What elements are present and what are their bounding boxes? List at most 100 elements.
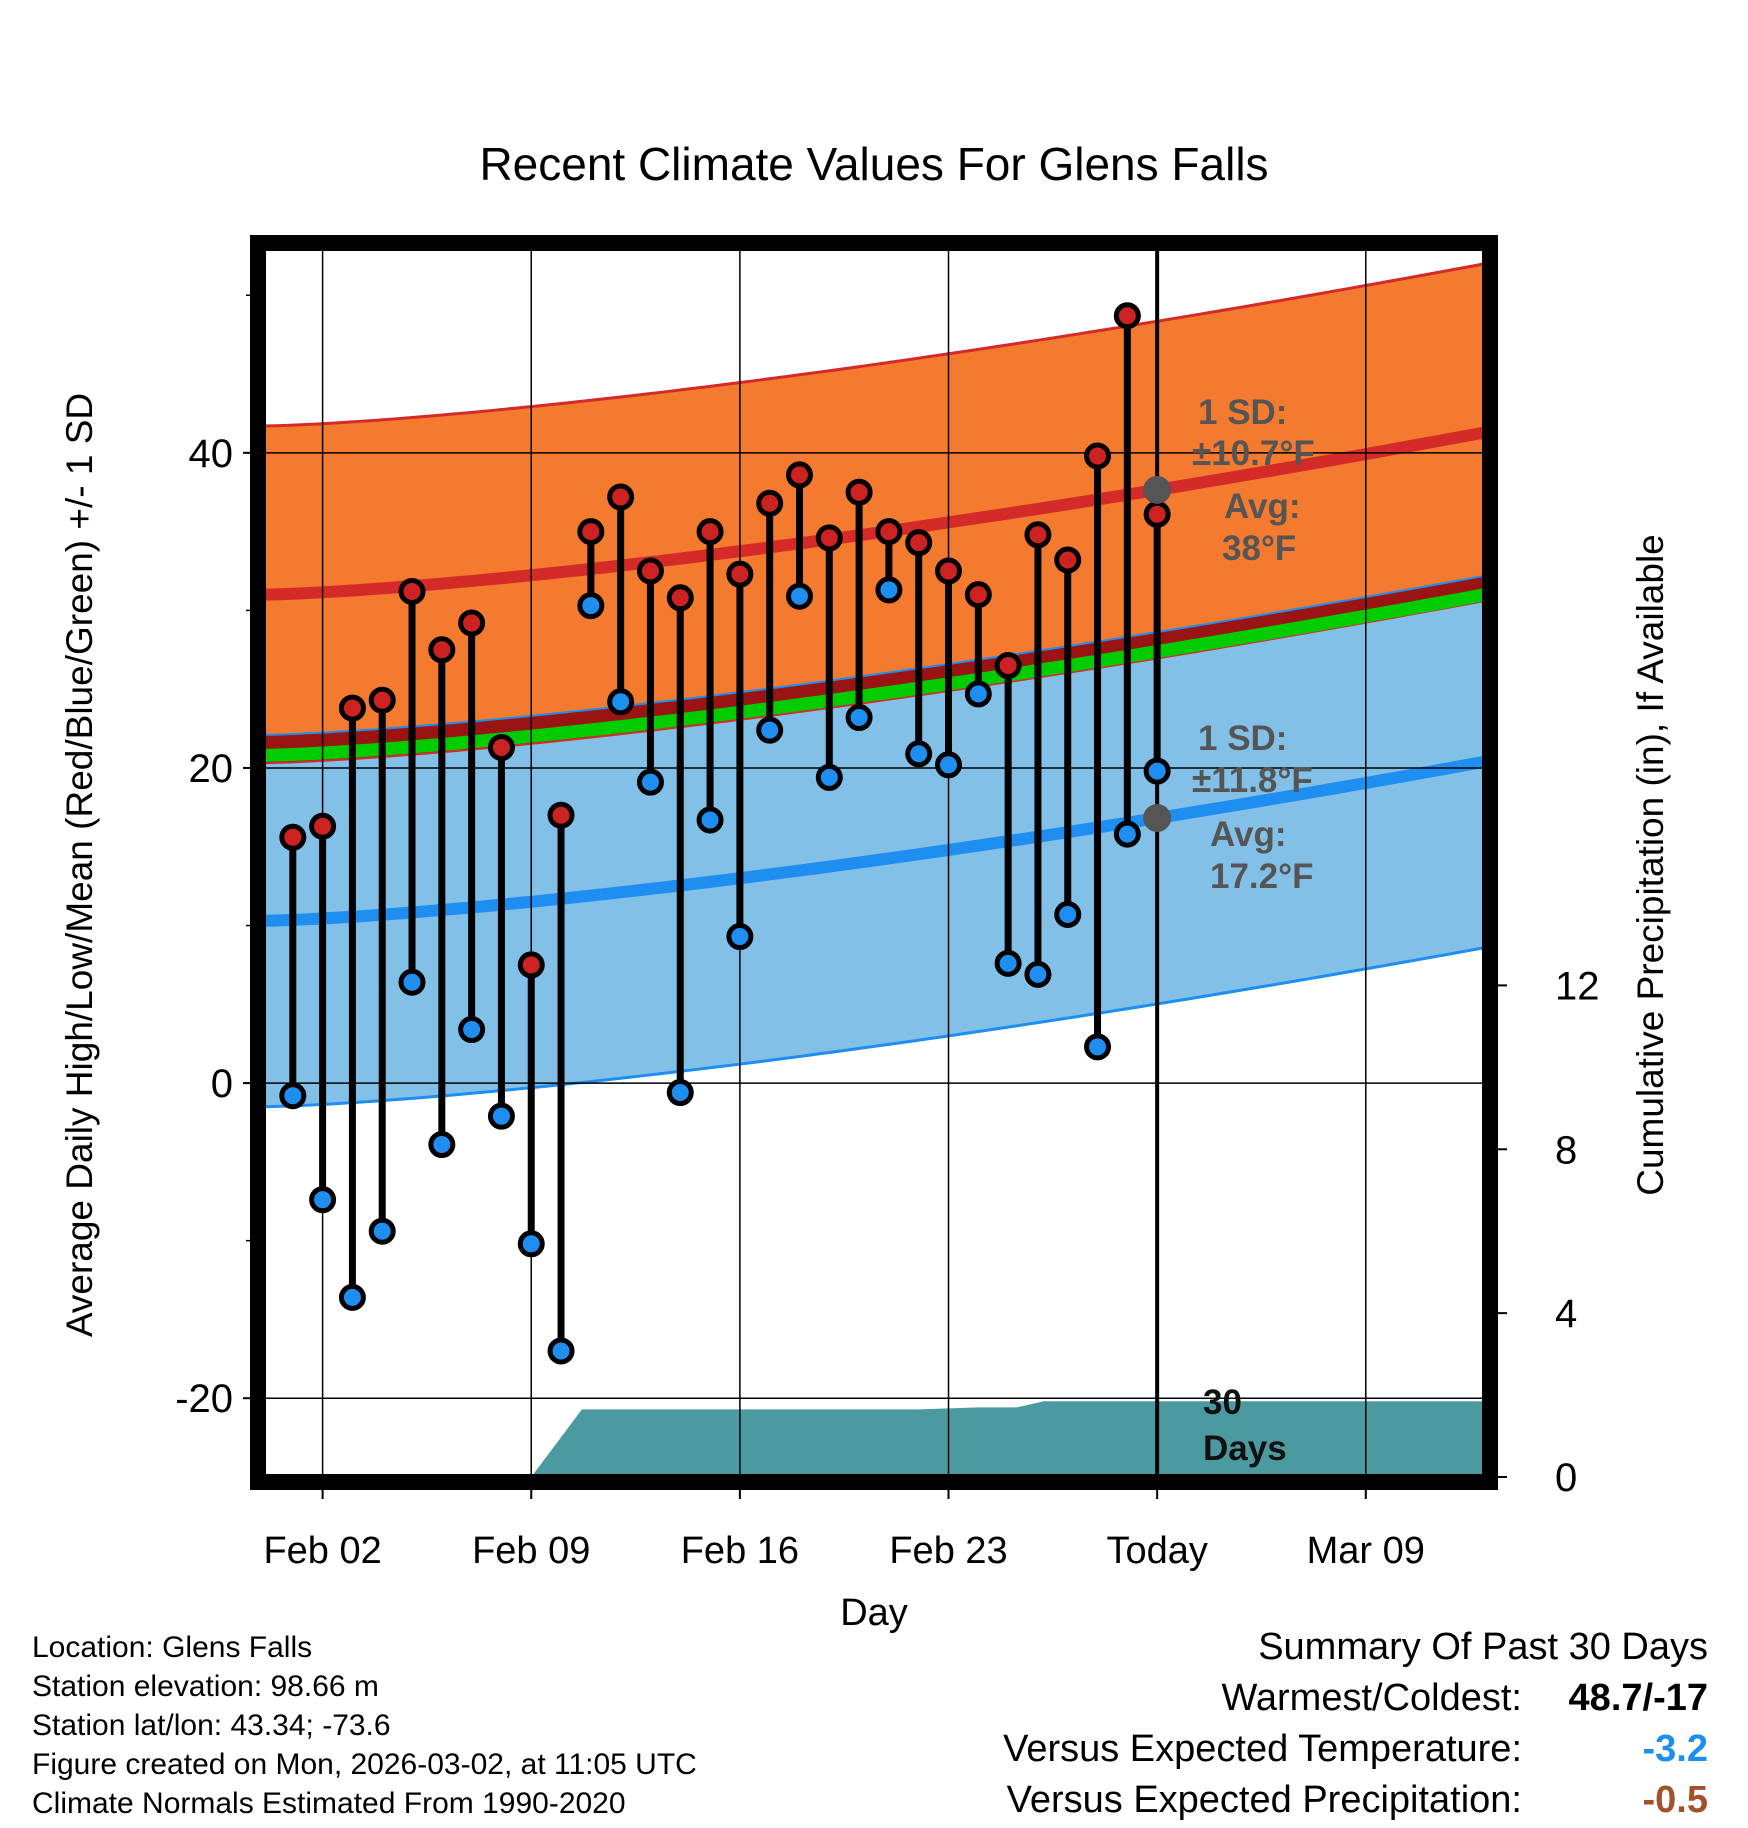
low-temp-point bbox=[935, 751, 963, 779]
high-sd-label: 1 SD: bbox=[1198, 393, 1287, 432]
high-temp-point bbox=[309, 812, 337, 840]
low-temp-point bbox=[845, 704, 873, 732]
low-temp-point bbox=[309, 1186, 337, 1214]
low-temp-point bbox=[785, 582, 813, 610]
low-temp-point bbox=[756, 716, 784, 744]
high-temp-point bbox=[487, 733, 515, 761]
chart-title: Recent Climate Values For Glens Falls bbox=[479, 138, 1268, 190]
high-temp-point bbox=[666, 584, 694, 612]
high-sd-upper-edge bbox=[263, 262, 1485, 428]
high-temp-point bbox=[458, 609, 486, 637]
normal-high-line bbox=[263, 426, 1485, 601]
high-temp-point bbox=[279, 823, 307, 851]
temp-label: Versus Expected Temperature: bbox=[1003, 1728, 1522, 1770]
low-temp-point bbox=[636, 768, 664, 796]
y-axis-right-label: Cumulative Precipitation (in), If Availa… bbox=[1630, 534, 1671, 1196]
warmest-value: 48.7/-17 bbox=[1568, 1677, 1708, 1719]
high-temp-point bbox=[905, 529, 933, 557]
low-temp-point bbox=[487, 1102, 515, 1130]
high-temp-point bbox=[368, 686, 396, 714]
low-temp-point bbox=[517, 1230, 545, 1258]
sd-overlap-band bbox=[263, 575, 1485, 764]
precip-cumulative-area bbox=[531, 1401, 1485, 1477]
station-metadata: Location: Glens Falls Station elevation:… bbox=[32, 1628, 697, 1823]
plot-area bbox=[263, 248, 1485, 1477]
y-right-tick-label: 4 bbox=[1555, 1292, 1577, 1336]
high-temp-point bbox=[875, 518, 903, 546]
x-tick-label: Today bbox=[1106, 1530, 1207, 1572]
normal-low-line bbox=[263, 755, 1485, 927]
low-temp-point bbox=[875, 576, 903, 604]
low-temp-point bbox=[607, 688, 635, 716]
high-temp-point bbox=[1054, 546, 1082, 574]
low-temp-point bbox=[577, 592, 605, 620]
latlon-text: Station lat/lon: 43.34; -73.6 bbox=[32, 1709, 391, 1742]
high-temp-point bbox=[398, 577, 426, 605]
summary-title: Summary Of Past 30 Days bbox=[1258, 1626, 1708, 1668]
high-temp-point bbox=[1143, 500, 1171, 528]
high-temp-point bbox=[428, 636, 456, 664]
low-avg-value: 17.2°F bbox=[1210, 857, 1314, 896]
low-temp-point bbox=[696, 806, 724, 834]
low-sd-upper-edge bbox=[263, 574, 1485, 736]
y-tick-label: 0 bbox=[211, 1062, 233, 1106]
precip-value: -0.5 bbox=[1642, 1779, 1708, 1821]
x-axis-label: Day bbox=[840, 1592, 908, 1634]
high-temp-point bbox=[994, 652, 1022, 680]
high-temp-point bbox=[338, 694, 366, 722]
low-annotation: 1 SD: ±11.8°F Avg: 17.2°F bbox=[1192, 719, 1314, 896]
low-temp-point bbox=[1113, 820, 1141, 848]
low-temp-point bbox=[428, 1131, 456, 1159]
high-temp-point bbox=[756, 489, 784, 517]
low-temp-point bbox=[1024, 960, 1052, 988]
high-temp-point bbox=[1084, 442, 1112, 470]
high-sd-lower-edge bbox=[263, 599, 1485, 765]
high-annotation: 1 SD: ±10.7°F Avg: 38°F bbox=[1192, 393, 1315, 568]
y-tick-label: 40 bbox=[189, 432, 234, 476]
low-temp-point bbox=[368, 1217, 396, 1245]
x-tick-label: Feb 02 bbox=[263, 1530, 381, 1572]
summary-warmest-row: Warmest/Coldest: 48.7/-17 bbox=[1003, 1673, 1708, 1724]
period-number: 30 bbox=[1203, 1383, 1242, 1422]
high-temp-point bbox=[1113, 302, 1141, 330]
high-temp-point bbox=[964, 581, 992, 609]
high-temp-point bbox=[547, 801, 575, 829]
axes: 40 20 0 -20 0 4 8 12 Feb 02 Feb 09 Feb 16 Feb 23 Tod… bbox=[175, 235, 1600, 1572]
high-temp-point bbox=[636, 557, 664, 585]
high-temp-point bbox=[726, 560, 754, 588]
low-temp-point bbox=[1054, 900, 1082, 928]
y-tick-label: -20 bbox=[175, 1377, 233, 1421]
x-tick-label: Feb 09 bbox=[472, 1530, 590, 1572]
y-right-tick-label: 12 bbox=[1555, 964, 1600, 1008]
low-sd-label: 1 SD: bbox=[1198, 719, 1287, 758]
precip-label: Versus Expected Precipitation: bbox=[1006, 1779, 1522, 1821]
x-tick-label: Feb 16 bbox=[681, 1530, 799, 1572]
temp-value: -3.2 bbox=[1642, 1728, 1708, 1770]
low-sd-lower-edge bbox=[263, 946, 1485, 1109]
summary-precip-row: Versus Expected Precipitation: -0.5 bbox=[1003, 1775, 1708, 1826]
high-avg-value: 38°F bbox=[1222, 529, 1296, 568]
low-temp-point bbox=[994, 949, 1022, 977]
low-temp-point bbox=[547, 1337, 575, 1365]
normal-mean-line bbox=[263, 588, 1485, 762]
location-text: Location: Glens Falls bbox=[32, 1631, 313, 1664]
high-temp-point bbox=[785, 461, 813, 489]
high-temp-point bbox=[935, 557, 963, 585]
high-temp-point bbox=[607, 483, 635, 511]
normals-text: Climate Normals Estimated From 1990-2020 bbox=[32, 1787, 626, 1820]
low-temp-point bbox=[338, 1283, 366, 1311]
period-unit: Days bbox=[1203, 1429, 1287, 1468]
created-text: Figure created on Mon, 2026-03-02, at 11… bbox=[32, 1748, 697, 1781]
high-temp-point bbox=[1024, 521, 1052, 549]
high-sd-value: ±10.7°F bbox=[1192, 434, 1315, 473]
elevation-text: Station elevation: 98.66 m bbox=[32, 1670, 379, 1703]
low-temp-point bbox=[458, 1016, 486, 1044]
summary-temp-row: Versus Expected Temperature: -3.2 bbox=[1003, 1724, 1708, 1775]
period-annotation: 30 Days bbox=[1203, 1383, 1287, 1468]
low-temp-point bbox=[666, 1079, 694, 1107]
x-tick-label: Mar 09 bbox=[1307, 1530, 1425, 1572]
warmest-label: Warmest/Coldest: bbox=[1221, 1677, 1522, 1719]
low-sd-value: ±11.8°F bbox=[1192, 761, 1313, 800]
low-temp-point bbox=[815, 763, 843, 791]
low-temp-point bbox=[1143, 757, 1171, 785]
